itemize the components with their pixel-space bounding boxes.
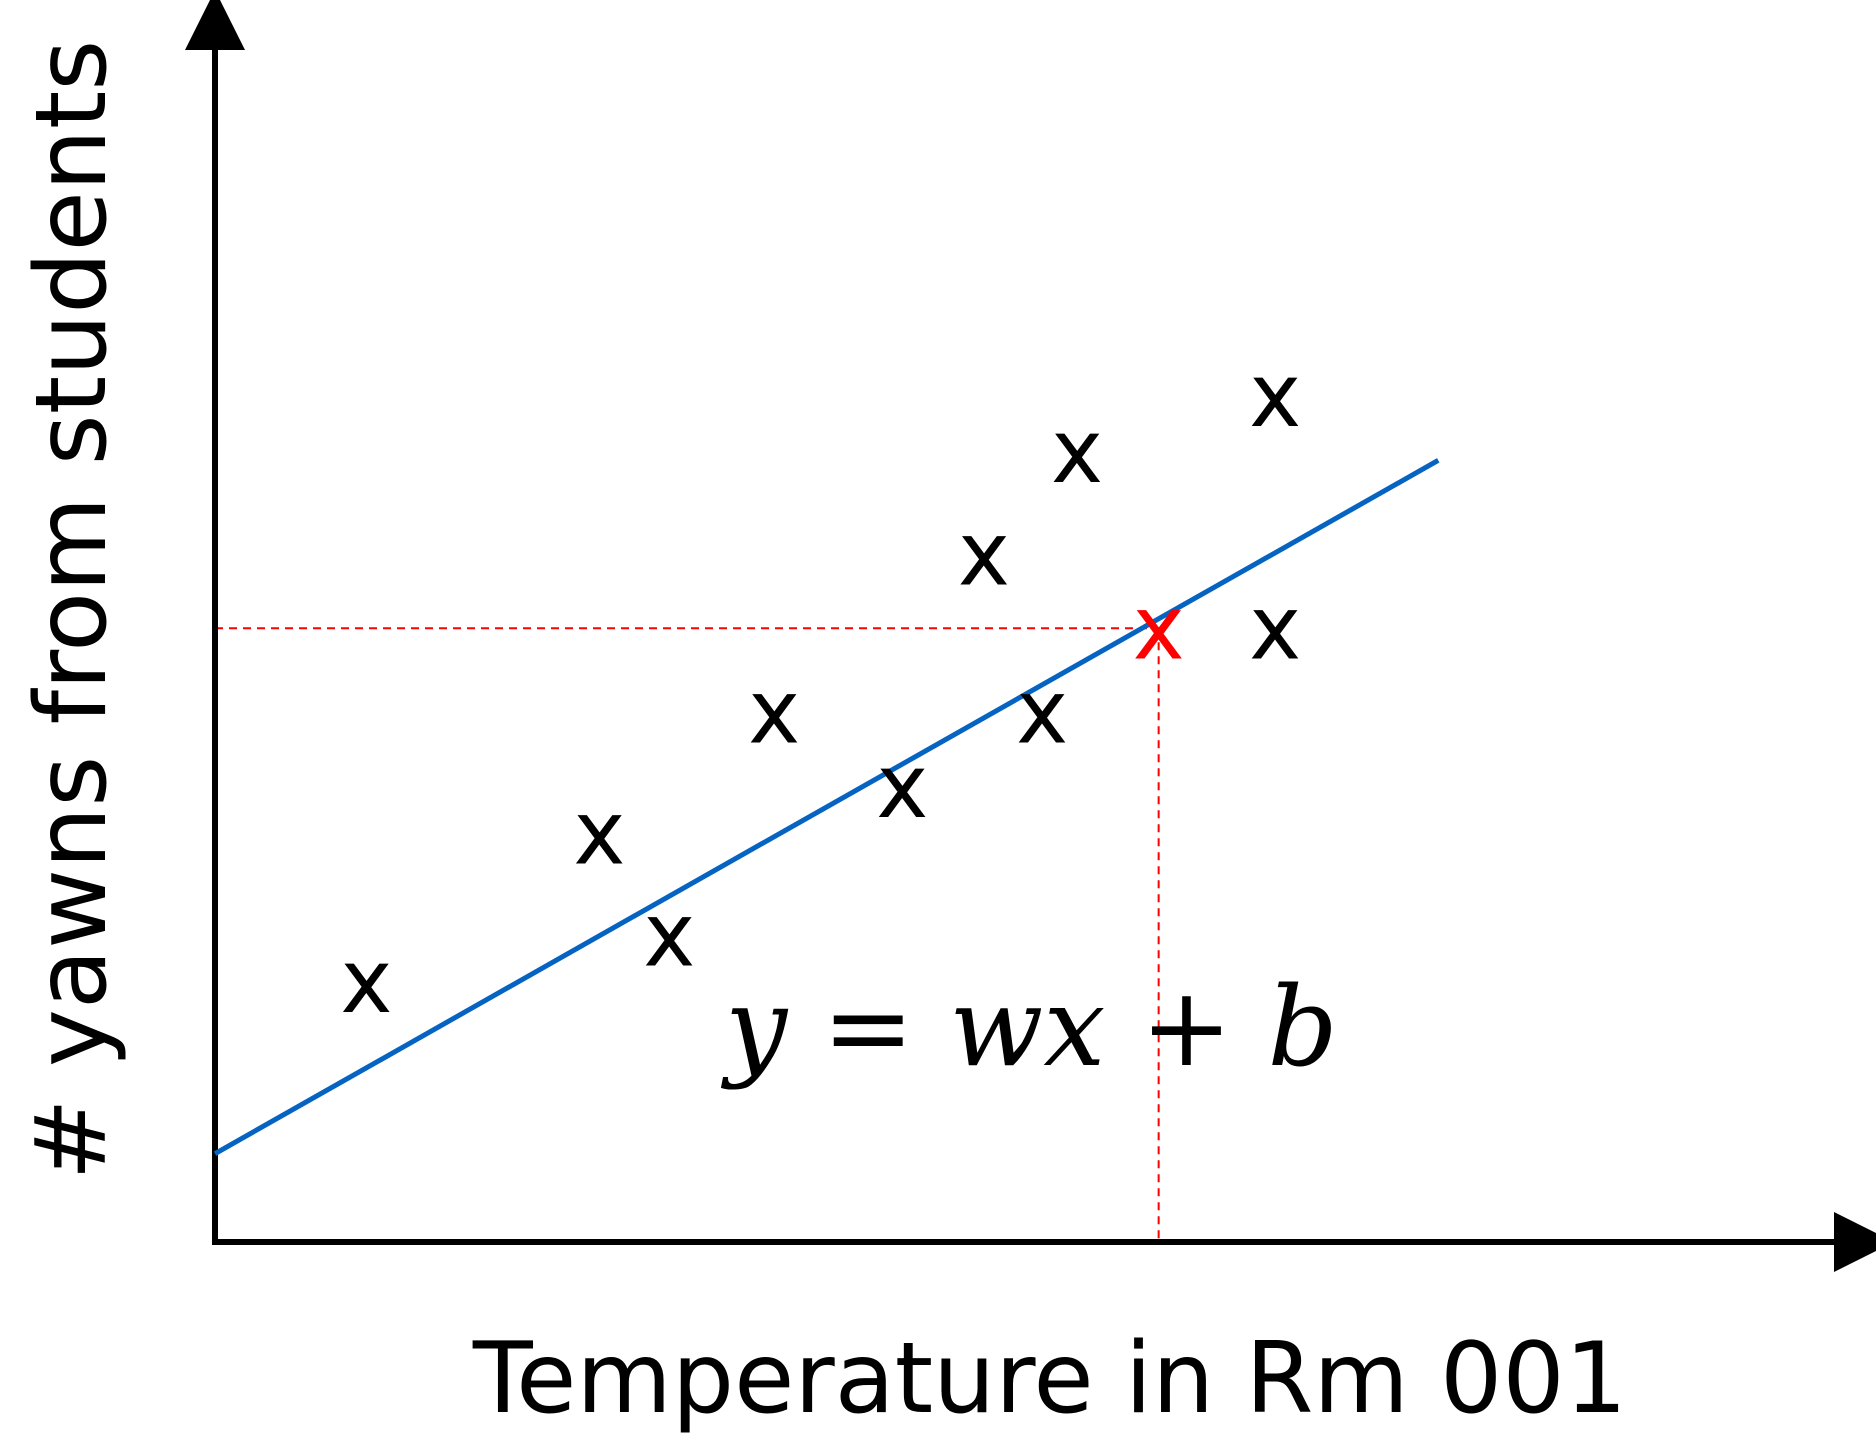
data-point: x [876, 735, 928, 838]
data-point: x [1051, 400, 1103, 503]
data-point: x [958, 502, 1010, 605]
data-point: x [1016, 660, 1068, 763]
data-point: x [573, 781, 625, 884]
regression-line [213, 458, 1440, 1156]
data-point: x [1249, 344, 1301, 447]
x-axis-label: Temperature in Rm 001 [472, 1322, 1627, 1436]
regression-formula: y = wx + b [720, 963, 1338, 1091]
data-point: x [643, 884, 695, 987]
data-point: x [340, 930, 392, 1033]
data-point: x [1249, 577, 1301, 680]
highlighted-point: x [1133, 577, 1185, 680]
y-axis-label: # yawns from students [15, 40, 129, 1181]
data-point: x [748, 660, 800, 763]
